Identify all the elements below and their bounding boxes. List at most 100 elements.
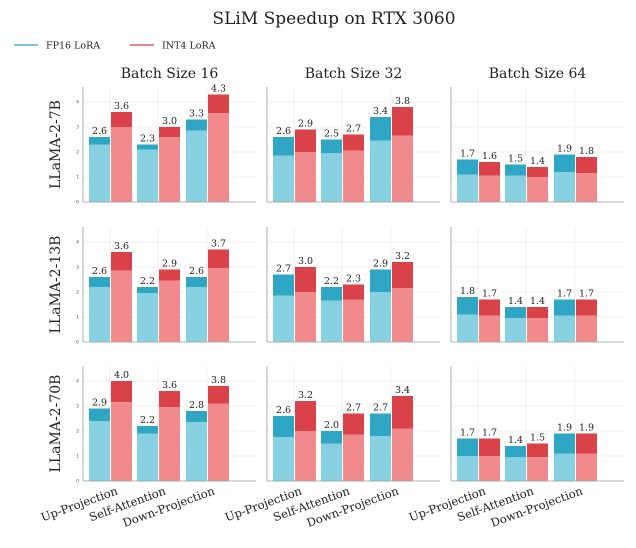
bar-int4-lora xyxy=(479,162,500,176)
bar-fp16-lora xyxy=(137,287,158,294)
data-label-int4: 2.3 xyxy=(346,274,361,285)
y-tick-label: 4 xyxy=(76,379,79,385)
bar-fp16-lora xyxy=(554,433,575,454)
bar-int4-base xyxy=(576,453,597,481)
bar-fp16-base xyxy=(137,149,158,202)
bar-fp16-base xyxy=(505,175,526,202)
data-label-fp16: 1.8 xyxy=(460,286,475,297)
bar-int4-base xyxy=(111,270,132,342)
data-label-fp16: 2.2 xyxy=(140,276,155,287)
bar-int4-lora xyxy=(392,107,413,136)
y-tick-label: 0 xyxy=(76,200,79,206)
bar-fp16-lora xyxy=(554,299,575,316)
bar-int4-base xyxy=(343,434,364,481)
bar-int4-lora xyxy=(159,391,180,408)
bar-fp16-lora xyxy=(186,277,207,287)
bar-fp16-lora xyxy=(89,408,110,421)
bar-fp16-lora xyxy=(370,269,391,292)
y-tick-label: 0 xyxy=(76,479,79,485)
bar-fp16-base xyxy=(137,433,158,481)
bar-int4-base xyxy=(576,173,597,202)
bar-fp16-lora xyxy=(89,277,110,287)
bar-int4-base xyxy=(295,152,316,202)
bar-int4-base xyxy=(295,292,316,342)
bar-fp16-lora xyxy=(505,446,526,458)
panel: 2.6 3.2 2.0 2.7 2.7 3.4 xyxy=(266,366,440,482)
data-label-int4: 1.6 xyxy=(482,151,497,162)
legend: FP16 LoRA INT4 LoRA xyxy=(14,41,216,52)
panel: 0 1 2 3 4 2.9 4.0 2.2 3.6 2.8 3.8 xyxy=(76,366,256,485)
bar-int4-lora xyxy=(479,438,500,456)
bar-fp16-lora xyxy=(370,117,391,141)
bar-int4-lora xyxy=(343,134,364,151)
data-label-int4: 1.4 xyxy=(530,296,545,307)
data-label-int4: 3.2 xyxy=(395,251,410,262)
data-label-int4: 3.6 xyxy=(114,241,129,252)
chart-title: SLiM Speedup on RTX 3060 xyxy=(212,9,455,29)
data-label-fp16: 1.4 xyxy=(508,296,523,307)
bar-fp16-base xyxy=(186,130,207,202)
bar-fp16-base xyxy=(321,443,342,481)
data-label-fp16: 3.3 xyxy=(189,109,204,120)
bar-fp16-base xyxy=(505,318,526,342)
data-label-fp16: 1.7 xyxy=(460,149,475,160)
panel: 0 1 2 3 4 2.6 3.6 2.2 2.9 2.6 3.7 xyxy=(76,227,256,346)
bar-int4-lora xyxy=(111,381,132,403)
bar-int4-lora xyxy=(295,267,316,292)
bar-fp16-base xyxy=(370,436,391,481)
bar-int4-base xyxy=(111,402,132,481)
data-label-fp16: 2.7 xyxy=(276,264,291,275)
bar-int4-base xyxy=(576,315,597,342)
legend-label-int4: INT4 LoRA xyxy=(162,41,216,52)
bar-int4-base xyxy=(527,318,548,342)
bar-fp16-base xyxy=(273,155,294,202)
data-label-int4: 1.7 xyxy=(482,428,497,439)
y-tick-label: 3 xyxy=(76,265,79,271)
data-label-fp16: 2.0 xyxy=(324,420,339,431)
data-label-int4: 1.7 xyxy=(579,289,594,300)
row-labels: LLaMA-2-7B LLaMA-2-13B LLaMA-2-70B xyxy=(48,100,64,472)
panel: 1.7 1.6 1.5 1.4 1.9 1.8 xyxy=(450,87,624,203)
data-label-int4: 3.0 xyxy=(162,116,177,127)
bar-int4-base xyxy=(111,127,132,202)
bar-int4-lora xyxy=(159,269,180,281)
data-label-fp16: 1.4 xyxy=(508,435,523,446)
panel: 2.6 2.9 2.5 2.7 3.4 3.8 xyxy=(266,87,440,203)
data-label-int4: 3.8 xyxy=(395,96,410,107)
bar-int4-lora xyxy=(208,249,229,269)
bar-fp16-base xyxy=(370,292,391,342)
data-label-int4: 1.5 xyxy=(530,433,545,444)
bar-int4-lora xyxy=(343,284,364,300)
data-label-fp16: 2.6 xyxy=(189,266,204,277)
bar-int4-lora xyxy=(576,299,597,316)
bar-fp16-lora xyxy=(89,137,110,145)
bar-fp16-base xyxy=(273,437,294,481)
bar-fp16-base xyxy=(554,172,575,202)
bar-fp16-lora xyxy=(457,438,478,456)
data-label-fp16: 2.2 xyxy=(324,276,339,287)
bar-int4-lora xyxy=(295,401,316,431)
bar-int4-base xyxy=(479,456,500,481)
bar-fp16-lora xyxy=(505,307,526,319)
bar-fp16-base xyxy=(89,421,110,481)
y-tick-label: 0 xyxy=(76,340,79,346)
bar-fp16-base xyxy=(321,300,342,342)
bar-int4-base xyxy=(343,299,364,342)
y-tick-label: 1 xyxy=(76,315,79,321)
bar-fp16-base xyxy=(370,140,391,202)
data-label-int4: 1.9 xyxy=(579,423,594,434)
data-label-fp16: 2.8 xyxy=(189,400,204,411)
bar-fp16-lora xyxy=(273,416,294,438)
bar-fp16-lora xyxy=(273,274,294,296)
data-label-fp16: 1.9 xyxy=(557,423,572,434)
data-label-int4: 1.4 xyxy=(530,156,545,167)
y-tick-label: 1 xyxy=(76,175,79,181)
bar-fp16-lora xyxy=(505,164,526,176)
y-tick-label: 2 xyxy=(76,429,79,435)
bar-int4-lora xyxy=(527,443,548,458)
bar-int4-lora xyxy=(343,413,364,435)
bar-int4-base xyxy=(159,407,180,481)
panels: 0 1 2 3 4 2.6 3.6 2.3 3.0 3.3 4.3 2.6 2.9 2.5 2.7 3.4 3.… xyxy=(76,84,624,485)
row-label: LLaMA-2-70B xyxy=(48,375,64,473)
